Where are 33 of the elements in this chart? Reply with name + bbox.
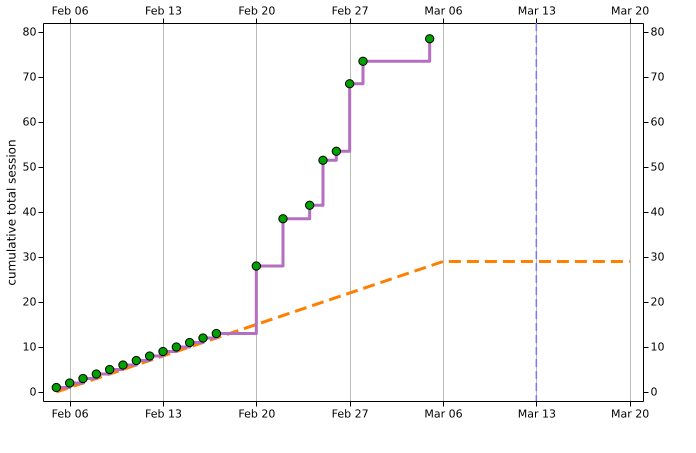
x2-tick-label: Feb 20 (238, 4, 276, 18)
y2-tick-label: 70 (650, 70, 664, 84)
y2-tick-label: 10 (650, 340, 664, 354)
x-tick-label: Mar 13 (518, 408, 556, 420)
x2-tick-label: Feb 27 (332, 4, 369, 18)
y2-tick-label: 0 (650, 386, 658, 398)
y-tick-label: 80 (22, 26, 36, 38)
x-tick-label: Feb 06 (52, 408, 89, 420)
y2-tick-label: 80 (650, 26, 664, 38)
y-tick-label: 40 (22, 206, 36, 218)
x2-tick-label: Mar 13 (518, 4, 556, 18)
y-tick-label: 60 (22, 116, 36, 128)
x-tick-label: Feb 27 (332, 408, 369, 420)
y2-tick-label: 50 (650, 160, 664, 174)
y-tick-label: 20 (22, 296, 36, 308)
x2-tick-label: Feb 06 (52, 4, 89, 18)
y2-tick-label: 20 (650, 296, 664, 308)
y-tick-label: 30 (22, 250, 36, 264)
y2-tick-label: 40 (650, 206, 664, 218)
x2-tick-label: Feb 13 (145, 4, 182, 18)
x2-tick-label: Mar 20 (611, 4, 650, 18)
x-tick-label: Feb 13 (145, 408, 182, 420)
x-tick-label: Feb 20 (238, 408, 276, 420)
x2-tick-label: Mar 06 (424, 4, 463, 18)
y-tick-label: 0 (30, 386, 36, 398)
y-axis-title: cumulative total session (4, 139, 19, 286)
x-tick-label: Mar 06 (424, 408, 463, 420)
y-tick-label: 50 (22, 160, 36, 174)
y2-tick-label: 30 (650, 250, 664, 264)
y2-tick-label: 60 (650, 116, 664, 128)
y-tick-label: 10 (22, 340, 36, 354)
y-tick-label: 70 (22, 70, 36, 84)
x-tick-label: Mar 20 (611, 408, 650, 420)
